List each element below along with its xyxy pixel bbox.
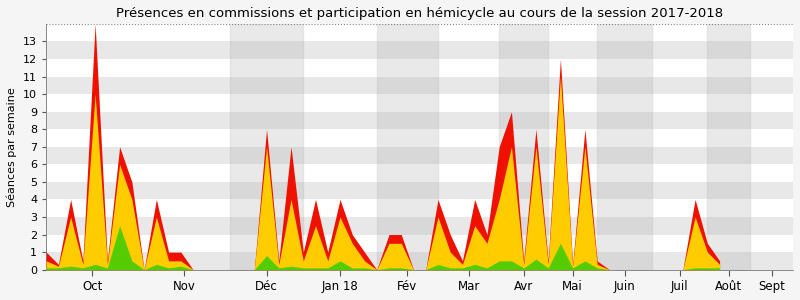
Bar xyxy=(46,59,793,76)
Bar xyxy=(597,24,652,270)
Bar xyxy=(499,24,548,270)
Bar xyxy=(46,94,793,112)
Bar xyxy=(46,24,793,41)
Bar xyxy=(46,147,793,164)
Bar xyxy=(46,24,793,41)
Bar xyxy=(46,252,793,270)
Bar xyxy=(46,112,793,129)
Bar xyxy=(46,217,793,235)
Bar xyxy=(46,217,793,235)
Bar xyxy=(46,164,793,182)
Bar xyxy=(46,129,793,147)
Bar xyxy=(230,24,303,270)
Bar xyxy=(46,76,793,94)
Bar xyxy=(707,24,750,270)
Bar xyxy=(46,182,793,200)
Bar xyxy=(46,112,793,129)
Y-axis label: Séances par semaine: Séances par semaine xyxy=(7,87,18,207)
Bar xyxy=(46,41,793,59)
Bar xyxy=(46,182,793,200)
Bar xyxy=(46,235,793,252)
Bar xyxy=(46,147,793,164)
Bar xyxy=(46,76,793,94)
Bar xyxy=(46,164,793,182)
Bar xyxy=(46,252,793,270)
Bar xyxy=(46,129,793,147)
Bar xyxy=(46,200,793,217)
Bar xyxy=(46,59,793,76)
Bar xyxy=(46,94,793,112)
Bar xyxy=(46,200,793,217)
Bar xyxy=(377,24,438,270)
Title: Présences en commissions et participation en hémicycle au cours de la session 20: Présences en commissions et participatio… xyxy=(116,7,723,20)
Bar xyxy=(46,235,793,252)
Bar xyxy=(46,41,793,59)
